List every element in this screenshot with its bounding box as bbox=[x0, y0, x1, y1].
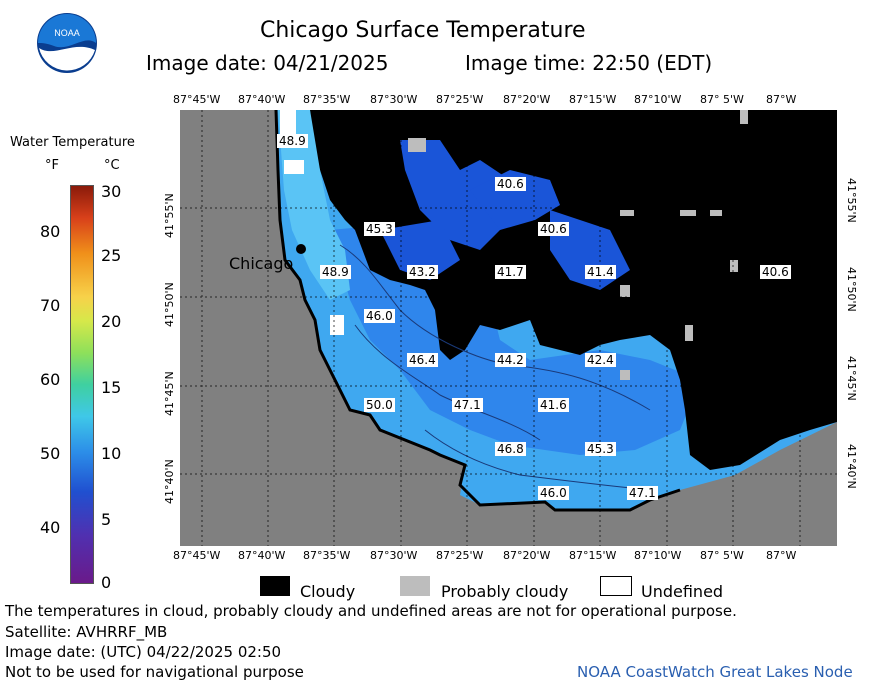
colorbar-f-tick: 40 bbox=[40, 518, 61, 537]
lon-tick-bottom: 87°20'W bbox=[503, 549, 551, 562]
lat-tick-right: 41°55'N bbox=[845, 178, 858, 223]
page-title: Chicago Surface Temperature bbox=[260, 18, 586, 43]
temp-label: 43.2 bbox=[407, 265, 438, 279]
temp-label: 41.7 bbox=[495, 265, 526, 279]
coastline bbox=[274, 110, 681, 512]
colorbar-c-tick: 20 bbox=[101, 312, 122, 331]
lon-tick-top: 87°20'W bbox=[503, 93, 551, 106]
disclaimer-note: The temperatures in cloud, probably clou… bbox=[5, 602, 737, 620]
navigation-warning: Not to be used for navigational purpose bbox=[5, 663, 304, 681]
lat-tick-right: 41°45'N bbox=[845, 356, 858, 401]
temp-label: 40.6 bbox=[760, 265, 791, 279]
temp-label: 40.6 bbox=[538, 222, 569, 236]
lat-tick-right: 41°50'N bbox=[845, 267, 858, 312]
temp-label: 46.0 bbox=[538, 486, 569, 500]
lon-tick-bottom: 87°45'W bbox=[173, 549, 221, 562]
lon-tick-top: 87°45'W bbox=[173, 93, 221, 106]
cloudy-label: Cloudy bbox=[300, 582, 356, 601]
colorbar-c-tick: 10 bbox=[101, 444, 122, 463]
satellite-info: Satellite: AVHRRF_MB bbox=[5, 623, 168, 641]
temp-label: 40.6 bbox=[495, 177, 526, 191]
lat-tick-left: 41°50'N bbox=[163, 282, 176, 327]
colorbar-f-tick: 80 bbox=[40, 222, 61, 241]
city-label: Chicago bbox=[229, 254, 294, 273]
colorbar-c-tick: 0 bbox=[101, 573, 112, 592]
lat-tick-left: 41°55'N bbox=[163, 193, 176, 238]
lon-tick-top: 87°30'W bbox=[370, 93, 418, 106]
colorbar-f-tick: 70 bbox=[40, 296, 61, 315]
temp-label: 42.4 bbox=[585, 353, 616, 367]
temp-label: 46.8 bbox=[495, 442, 526, 456]
lon-tick-top: 87°25'W bbox=[436, 93, 484, 106]
chicago-marker bbox=[296, 244, 306, 254]
lat-tick-right: 41°40'N bbox=[845, 444, 858, 489]
lon-tick-top: 87°35'W bbox=[303, 93, 351, 106]
temp-label: 46.0 bbox=[364, 309, 395, 323]
temp-label: 47.1 bbox=[452, 398, 483, 412]
lon-tick-top: 87°40'W bbox=[238, 93, 286, 106]
colorbar-title: Water Temperature bbox=[10, 135, 135, 150]
colorbar-unit-c: °C bbox=[104, 158, 120, 173]
lat-tick-left: 41°45'N bbox=[163, 371, 176, 416]
image-time: Image time: 22:50 (EDT) bbox=[465, 51, 713, 75]
source-credit: NOAA CoastWatch Great Lakes Node bbox=[577, 663, 853, 681]
colorbar-f-tick: 60 bbox=[40, 370, 61, 389]
probably-cloudy-label: Probably cloudy bbox=[441, 582, 569, 601]
undefined-label: Undefined bbox=[641, 582, 724, 601]
map-svg bbox=[180, 110, 837, 546]
lat-tick-left: 41°40'N bbox=[163, 459, 176, 504]
colorbar bbox=[70, 185, 94, 584]
lon-tick-top: 87°W bbox=[766, 93, 797, 106]
probably-cloudy-swatch bbox=[400, 576, 430, 596]
temp-label: 47.1 bbox=[627, 486, 658, 500]
image-date: Image date: 04/21/2025 bbox=[146, 51, 389, 75]
noaa-logo: NOAA bbox=[36, 12, 98, 74]
temp-label: 45.3 bbox=[585, 442, 616, 456]
lon-tick-bottom: 87°30'W bbox=[370, 549, 418, 562]
colorbar-c-tick: 30 bbox=[101, 182, 122, 201]
undefined-swatch bbox=[600, 576, 632, 596]
colorbar-c-tick: 5 bbox=[101, 510, 112, 529]
temp-label: 50.0 bbox=[364, 398, 395, 412]
lon-tick-top: 87°15'W bbox=[569, 93, 617, 106]
lon-tick-bottom: 87°25'W bbox=[436, 549, 484, 562]
svg-text:NOAA: NOAA bbox=[54, 28, 80, 38]
colorbar-f-tick: 50 bbox=[40, 444, 61, 463]
temp-label: 41.6 bbox=[538, 398, 569, 412]
temp-label: 44.2 bbox=[495, 353, 526, 367]
lon-tick-top: 87°10'W bbox=[634, 93, 682, 106]
temp-label: 48.9 bbox=[277, 134, 308, 148]
lon-tick-bottom: 87°10'W bbox=[634, 549, 682, 562]
cloudy-swatch bbox=[260, 576, 290, 596]
temp-label: 48.9 bbox=[320, 265, 351, 279]
temp-label: 46.4 bbox=[407, 353, 438, 367]
lon-tick-bottom: 87° 5'W bbox=[700, 549, 744, 562]
utc-date: Image date: (UTC) 04/22/2025 02:50 bbox=[5, 643, 282, 661]
lon-tick-bottom: 87°40'W bbox=[238, 549, 286, 562]
lon-tick-bottom: 87°15'W bbox=[569, 549, 617, 562]
temp-label: 41.4 bbox=[585, 265, 616, 279]
lon-tick-bottom: 87°W bbox=[766, 549, 797, 562]
colorbar-c-tick: 15 bbox=[101, 378, 122, 397]
temp-label: 45.3 bbox=[364, 222, 395, 236]
map-panel: Chicago 48.9 40.6 45.3 40.6 48.9 43.2 41… bbox=[180, 110, 837, 546]
colorbar-c-tick: 25 bbox=[101, 246, 122, 265]
lon-tick-top: 87° 5'W bbox=[700, 93, 744, 106]
lon-tick-bottom: 87°35'W bbox=[303, 549, 351, 562]
colorbar-unit-f: °F bbox=[45, 158, 59, 173]
